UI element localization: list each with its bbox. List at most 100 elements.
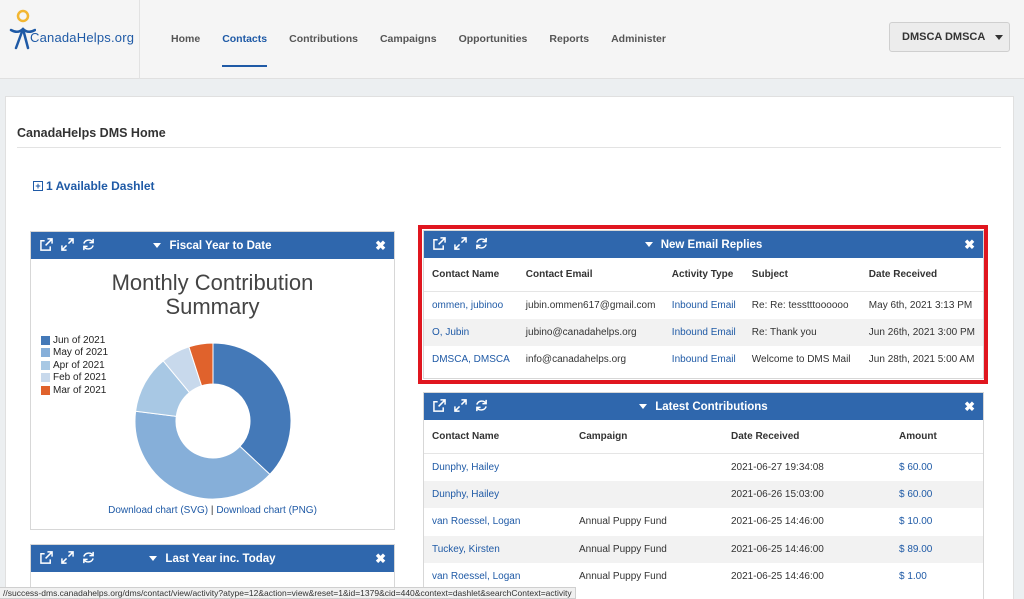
caret-down-icon [639, 404, 648, 409]
contact-name-link[interactable]: DMSCA, DMSCA [432, 354, 510, 366]
legend-item[interactable]: Feb of 2021 [41, 372, 108, 385]
amount-link[interactable]: $ 60.00 [899, 488, 933, 500]
refresh-icon[interactable] [475, 237, 488, 250]
nav-contacts[interactable]: Contacts [222, 0, 267, 79]
date-received: 2021-06-25 14:46:00 [723, 535, 891, 563]
subject: Re: Re: tesstttoooooo [751, 299, 849, 311]
legend-label: Apr of 2021 [53, 359, 105, 371]
column-header[interactable]: Date Received [723, 420, 891, 454]
campaign: Annual Puppy Fund [579, 516, 667, 528]
top-navbar: CanadaHelps.org Home Contacts Contributi… [0, 0, 1024, 79]
column-header[interactable]: Subject [743, 258, 861, 292]
fullscreen-icon[interactable] [61, 551, 74, 564]
refresh-icon[interactable] [82, 551, 95, 564]
activity-type-link[interactable]: Inbound Email [671, 299, 736, 311]
contact-name-link[interactable]: Tuckey, Kirsten [432, 543, 500, 555]
contact-name-link[interactable]: O, Jubin [432, 326, 470, 338]
date-received: 2021-06-25 14:46:00 [731, 516, 824, 528]
amount-link[interactable]: $ 89.00 [899, 543, 933, 555]
collapse-toggle[interactable]: Latest Contributions [639, 401, 768, 413]
download-svg-link[interactable]: Download chart (SVG) [108, 505, 209, 516]
activity-type-link[interactable]: Inbound Email [671, 326, 736, 338]
legend-item[interactable]: May of 2021 [41, 347, 108, 360]
column-header[interactable]: Contact Email [517, 258, 664, 292]
email-replies-dashlet: New Email Replies ✖ Contact Name Contact… [423, 230, 984, 379]
legend-swatch [41, 385, 50, 395]
canadahelps-logo-icon [9, 9, 36, 50]
download-png-link[interactable]: Download chart (PNG) [216, 505, 317, 516]
nav-campaigns[interactable]: Campaigns [379, 33, 437, 45]
column-header[interactable]: Activity Type [663, 258, 744, 292]
fullscreen-icon[interactable] [454, 399, 467, 412]
legend-item[interactable]: Mar of 2021 [41, 384, 108, 397]
external-link-icon[interactable] [40, 238, 53, 251]
close-icon[interactable]: ✖ [964, 399, 975, 414]
contact-name-link[interactable]: van Roessel, Logan [432, 571, 521, 583]
close-icon[interactable]: ✖ [964, 237, 975, 252]
column-header[interactable]: Contact Name [424, 420, 571, 454]
table-row: DMSCA, DMSCA info@canadahelps.org Inboun… [424, 346, 983, 374]
amount-link[interactable]: $ 10.00 [899, 516, 933, 528]
refresh-icon[interactable] [82, 238, 95, 251]
nav-reports[interactable]: Reports [549, 33, 590, 45]
user-menu-button[interactable]: DMSCA DMSCA [889, 22, 1010, 52]
nav-contributions[interactable]: Contributions [289, 33, 358, 45]
donut-slice[interactable] [134, 410, 271, 500]
legend-item[interactable]: Apr of 2021 [41, 359, 108, 372]
activity-type-link[interactable]: Inbound Email [671, 354, 736, 366]
external-link-icon[interactable] [433, 237, 446, 250]
latest-contributions-dashlet: Latest Contributions ✖ Contact Name Camp… [423, 392, 984, 599]
caret-down-icon [149, 556, 158, 561]
email-replies-table: Contact Name Contact Email Activity Type… [424, 258, 983, 374]
available-dashlets-link[interactable]: + 1 Available Dashlet [33, 179, 155, 193]
table-row: Dunphy, Hailey 2021-06-26 15:03:00 $ 60.… [424, 480, 983, 508]
refresh-icon[interactable] [475, 399, 488, 412]
amount-link[interactable]: $ 60.00 [899, 461, 933, 473]
collapse-toggle[interactable]: New Email Replies [644, 239, 762, 251]
contact-name-link[interactable]: Dunphy, Hailey [432, 461, 500, 473]
table-row: O, Jubin jubino@canadahelps.org Inbound … [424, 318, 983, 346]
legend-label: Mar of 2021 [53, 384, 107, 396]
date-received: May 6th, 2021 3:13 PM [868, 299, 973, 311]
page-title: CanadaHelps DMS Home [17, 126, 166, 140]
table-row: van Roessel, Logan Annual Puppy Fund 202… [424, 563, 983, 591]
column-header[interactable]: Campaign [571, 420, 723, 454]
divider [17, 147, 1001, 148]
campaign [571, 453, 723, 481]
legend-item[interactable]: Jun of 2021 [41, 334, 108, 347]
nav-home[interactable]: Home [171, 33, 201, 45]
column-header[interactable]: Contact Name [424, 258, 518, 292]
external-link-icon[interactable] [40, 551, 53, 564]
close-icon[interactable]: ✖ [375, 238, 386, 253]
caret-down-icon [644, 242, 653, 247]
fullscreen-icon[interactable] [454, 237, 467, 250]
contact-email: info@canadahelps.org [525, 354, 627, 366]
date-received: Jun 26th, 2021 3:00 PM [860, 318, 983, 346]
fiscal-year-dashlet: Fiscal Year to Date ✖ Monthly Contributi… [30, 231, 395, 530]
amount-link[interactable]: $ 1.00 [899, 571, 927, 583]
contact-name-link[interactable]: Dunphy, Hailey [432, 488, 500, 500]
table-row: ommen, jubinoo jubin.ommen617@gmail.com … [424, 291, 983, 319]
column-header[interactable]: Amount [891, 420, 983, 454]
dashlet-header: Last Year inc. Today ✖ [31, 545, 394, 572]
close-icon[interactable]: ✖ [375, 551, 386, 566]
donut-slice[interactable] [188, 342, 214, 387]
collapse-toggle[interactable]: Fiscal Year to Date [153, 240, 272, 252]
contributions-table: Contact Name Campaign Date Received Amou… [424, 420, 983, 591]
plus-box-icon: + [33, 181, 43, 191]
donut-slice[interactable] [212, 342, 292, 476]
legend-label: Jun of 2021 [53, 334, 106, 346]
contact-name-link[interactable]: van Roessel, Logan [432, 516, 521, 528]
collapse-toggle[interactable]: Last Year inc. Today [149, 553, 276, 565]
nav-opportunities[interactable]: Opportunities [458, 33, 528, 45]
logo[interactable]: CanadaHelps.org [0, 0, 140, 79]
external-link-icon[interactable] [433, 399, 446, 412]
fullscreen-icon[interactable] [61, 238, 74, 251]
column-header[interactable]: Date Received [860, 258, 983, 292]
user-menu-label: DMSCA DMSCA [902, 31, 986, 43]
nav-administer[interactable]: Administer [611, 33, 666, 45]
legend-swatch [41, 335, 50, 345]
contact-name-link[interactable]: ommen, jubinoo [432, 299, 504, 311]
campaign [571, 480, 723, 508]
legend-swatch [41, 348, 50, 358]
